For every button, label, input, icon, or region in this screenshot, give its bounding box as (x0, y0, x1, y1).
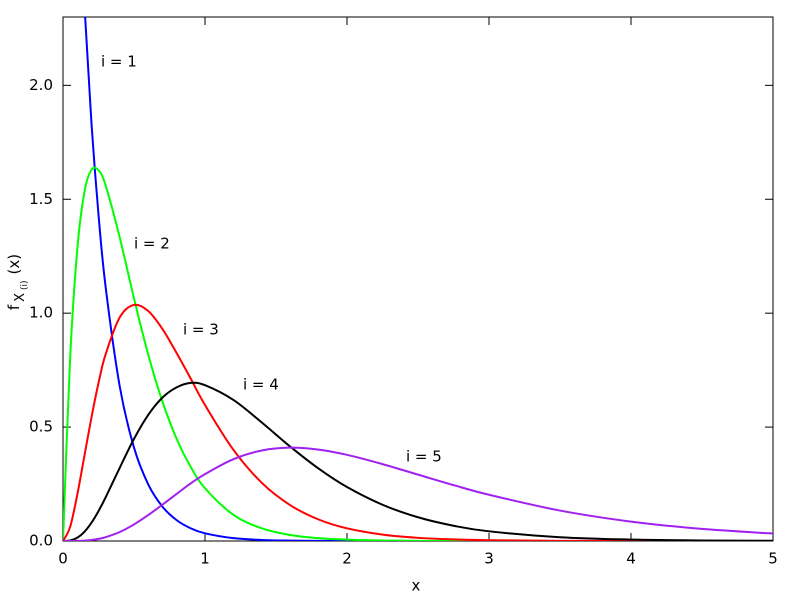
x-tick-label: 3 (484, 550, 494, 568)
y-label-subsub: (i) (20, 280, 30, 290)
y-label-sub: X (13, 293, 28, 302)
series-label: i = 3 (183, 321, 219, 339)
series-label: i = 2 (134, 235, 170, 253)
series-label: i = 5 (406, 448, 442, 466)
series-line (63, 381, 773, 541)
series-line (84, 17, 773, 541)
y-axis-label: fX (i) (x) (5, 254, 30, 310)
series-label: i = 4 (243, 376, 279, 394)
y-tick-label: 0.0 (29, 532, 53, 550)
series-line (63, 446, 773, 541)
y-label-arg: (x) (5, 254, 23, 275)
y-tick-label: 0.5 (29, 418, 53, 436)
series-label: i = 1 (101, 53, 137, 71)
x-tick-label: 4 (626, 550, 636, 568)
plot-area (63, 17, 773, 541)
y-tick-label: 1.5 (29, 190, 53, 208)
x-tick-label: 2 (342, 550, 352, 568)
series-line (63, 166, 773, 541)
x-axis-label: x (412, 577, 421, 595)
x-tick-label: 5 (768, 550, 778, 568)
x-tick-label: 1 (200, 550, 210, 568)
y-tick-label: 1.0 (29, 304, 53, 322)
y-tick-label: 2.0 (29, 76, 53, 94)
y-label-main: f (5, 304, 23, 310)
series-line (63, 303, 773, 541)
x-tick-label: 0 (58, 550, 68, 568)
